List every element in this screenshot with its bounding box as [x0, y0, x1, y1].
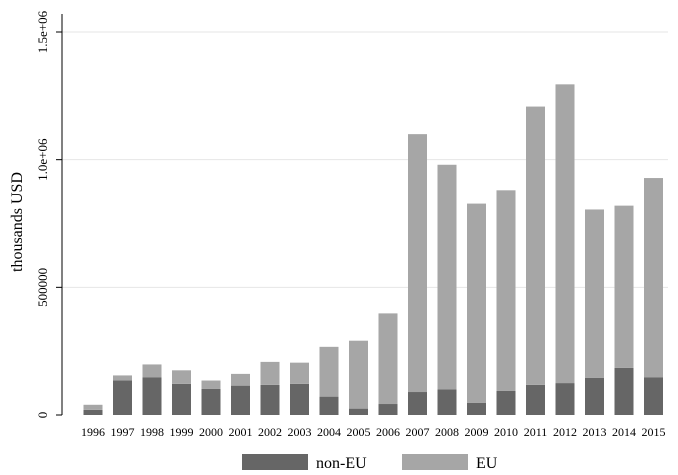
bar-eu-2003: [290, 362, 309, 384]
bar-eu-1998: [142, 364, 162, 378]
bar-eu-2004: [319, 346, 339, 397]
bar-non-eu-2006: [378, 404, 398, 415]
bar-eu-2013: [585, 209, 604, 378]
bar-eu-2001: [231, 373, 250, 386]
bars: [83, 84, 663, 415]
y-tick-label-1: 500000: [35, 268, 50, 307]
x-tick-label-2015: 2015: [642, 425, 666, 439]
x-tick-label-2000: 2000: [199, 425, 223, 439]
bar-non-eu-2008: [437, 389, 457, 415]
y-ticks: 0 500000 1.0e+06 1.5e+06: [35, 10, 62, 418]
x-tick-label-2008: 2008: [435, 425, 459, 439]
bar-eu-2006: [378, 313, 398, 405]
legend-label-eu: EU: [476, 455, 498, 472]
bar-non-eu-2011: [526, 384, 545, 415]
y-tick-label-2: 1.0e+06: [35, 138, 50, 181]
legend-label-non-eu: non-EU: [316, 455, 367, 472]
bar-eu-1996: [83, 404, 103, 410]
bar-eu-2014: [614, 205, 634, 368]
bar-non-eu-2001: [231, 385, 250, 415]
bar-non-eu-2002: [260, 384, 280, 415]
bar-non-eu-2005: [349, 408, 368, 415]
bar-eu-2008: [437, 164, 457, 390]
x-tick-label-2013: 2013: [583, 425, 607, 439]
bar-eu-2012: [555, 84, 575, 384]
x-tick-label-2009: 2009: [465, 425, 489, 439]
bar-non-eu-2009: [467, 402, 486, 415]
bar-eu-2007: [408, 134, 427, 393]
bar-eu-2010: [496, 190, 516, 391]
bar-non-eu-1997: [113, 380, 132, 415]
y-tick-label-0: 0: [35, 412, 50, 419]
bar-eu-1997: [113, 375, 132, 381]
bar-non-eu-1999: [172, 383, 191, 415]
bar-non-eu-2015: [644, 377, 663, 415]
x-tick-label-2014: 2014: [612, 425, 636, 439]
bar-eu-2009: [467, 203, 486, 403]
bar-non-eu-2013: [585, 377, 604, 415]
bar-eu-2011: [526, 106, 545, 385]
bar-eu-2002: [260, 361, 280, 385]
bar-eu-2000: [201, 380, 221, 389]
x-tick-label-2004: 2004: [317, 425, 341, 439]
x-tick-label-1999: 1999: [170, 425, 194, 439]
bar-non-eu-2007: [408, 392, 427, 415]
legend-swatch-non-eu: [242, 454, 308, 470]
bar-eu-1999: [172, 370, 191, 384]
legend: non-EU EU: [242, 454, 498, 472]
bar-non-eu-2004: [319, 396, 339, 415]
y-axis-title: thousands USD: [9, 172, 26, 272]
x-tick-label-2006: 2006: [376, 425, 400, 439]
x-tick-label-2007: 2007: [406, 425, 430, 439]
x-tick-label-2010: 2010: [494, 425, 518, 439]
bar-non-eu-2003: [290, 383, 309, 415]
bar-non-eu-1998: [142, 377, 162, 415]
bar-eu-2015: [644, 178, 663, 378]
x-ticks: 1996 1997 1998 1999 2000 2001 2002 2003 2004 2005…: [81, 425, 666, 439]
bar-non-eu-1996: [83, 409, 103, 415]
gridlines: [62, 31, 668, 288]
x-tick-label-2005: 2005: [347, 425, 371, 439]
x-tick-label-1996: 1996: [81, 425, 105, 439]
x-tick-label-2001: 2001: [229, 425, 253, 439]
x-tick-label-2011: 2011: [524, 425, 548, 439]
bar-non-eu-2014: [614, 367, 634, 415]
x-tick-label-1997: 1997: [111, 425, 135, 439]
x-tick-label-2003: 2003: [288, 425, 312, 439]
x-tick-label-1998: 1998: [140, 425, 164, 439]
bar-non-eu-2012: [555, 383, 575, 415]
bar-non-eu-2000: [201, 388, 221, 415]
x-tick-label-2012: 2012: [553, 425, 577, 439]
x-tick-label-2002: 2002: [258, 425, 282, 439]
legend-swatch-eu: [402, 454, 468, 470]
bar-eu-2005: [349, 340, 368, 409]
y-tick-label-3: 1.5e+06: [35, 10, 50, 53]
bar-non-eu-2010: [496, 390, 516, 415]
